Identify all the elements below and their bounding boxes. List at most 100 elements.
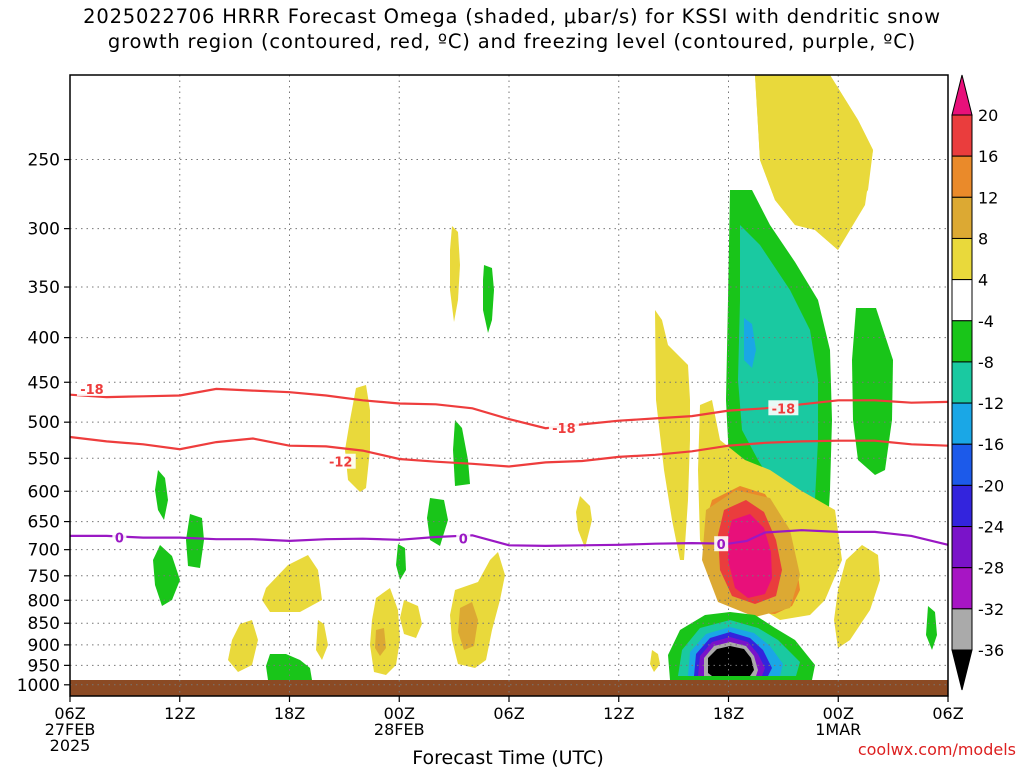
contour-line--12 xyxy=(69,435,949,468)
sinking-patch-4 xyxy=(483,265,494,333)
x-tick-label: 27FEB xyxy=(45,720,96,739)
sinking-patch-right xyxy=(852,308,893,475)
y-tick-label: 600 xyxy=(28,482,60,502)
colorbar-label: -12 xyxy=(978,394,1004,413)
colorbar-label: 4 xyxy=(978,271,988,290)
x-tick-label: 1MAR xyxy=(815,720,861,739)
source-link[interactable]: coolwx.com/models xyxy=(858,740,1016,759)
ascent-patch-6 xyxy=(316,620,328,660)
sinking-patch-8 xyxy=(266,654,312,680)
colorbar-swatch xyxy=(951,361,973,404)
omega-shading xyxy=(70,75,948,696)
x-tick-label: 28FEB xyxy=(374,720,425,739)
x-tick-label: 06Z xyxy=(493,704,524,723)
colorbar-swatch xyxy=(951,567,973,610)
x-tick-label: 12Z xyxy=(603,704,634,723)
colorbar-swatch xyxy=(951,279,973,322)
y-tick-label: 550 xyxy=(28,449,60,469)
contour-label: 0 xyxy=(459,533,468,548)
colorbar-swatch xyxy=(951,320,973,363)
sinking-band-moderate xyxy=(738,225,818,530)
upper-plume-fill xyxy=(755,75,873,250)
x-tick-label: 06Z xyxy=(54,704,85,723)
contour-label: -18 xyxy=(552,422,576,437)
ascent-patch-5 xyxy=(228,620,258,672)
contour-label-bg xyxy=(112,529,127,545)
x-tick-label: 00Z xyxy=(384,704,415,723)
x-axis-label: Forecast Time (UTC) xyxy=(412,747,603,768)
contour-label-bg xyxy=(768,400,799,416)
colorbar-label: -16 xyxy=(978,435,1004,454)
colorbar-swatch xyxy=(951,114,973,157)
ascent-patch-7 xyxy=(370,588,400,675)
ascent-patch-10 xyxy=(650,650,660,672)
colorbar-swatch xyxy=(951,196,973,239)
sinking-patch-2 xyxy=(186,514,204,568)
sinking-patch-7 xyxy=(396,544,406,580)
sinking-patch-6 xyxy=(427,498,448,546)
colorbar-bottom-arrow xyxy=(951,649,973,691)
x-tick-label: 18Z xyxy=(713,704,744,723)
colorbar-swatch xyxy=(951,608,973,651)
chart-title-line-1: 2025022706 HRRR Forecast Omega (shaded, … xyxy=(83,5,941,28)
x-tick-label: 2025 xyxy=(50,736,91,755)
y-tick-label: 400 xyxy=(28,329,60,349)
grid-lines xyxy=(70,75,948,696)
y-tick-label: 900 xyxy=(28,636,60,656)
ascent-core-9 xyxy=(458,602,478,650)
colorbar-swatch xyxy=(951,526,973,569)
colorbar-swatch xyxy=(951,155,973,198)
colorbar-label: -32 xyxy=(978,600,1004,619)
y-tick-label: 800 xyxy=(28,591,60,611)
y-tick-label: 750 xyxy=(28,567,60,587)
y-tick-label: 300 xyxy=(28,220,60,240)
colorbar-label: 20 xyxy=(978,106,998,125)
y-tick-label: 500 xyxy=(28,413,60,433)
strong-subsidence-core xyxy=(708,646,754,676)
contour-label-bg xyxy=(76,380,107,396)
x-tick-label: 18Z xyxy=(274,704,305,723)
colorbar-label: 12 xyxy=(978,188,998,207)
ascent-column-left xyxy=(655,310,690,560)
contour-label-bg xyxy=(714,536,729,552)
x-tick-label: 06Z xyxy=(932,704,963,723)
y-tick-label: 250 xyxy=(28,151,60,171)
contour-label: 0 xyxy=(717,538,726,553)
y-tick-label: 450 xyxy=(28,373,60,393)
colorbar-label: -36 xyxy=(978,641,1004,660)
ascent-patch-9 xyxy=(450,552,505,668)
sinking-patch-1 xyxy=(155,470,168,520)
contour-label: 0 xyxy=(115,532,124,547)
contour-line-0 xyxy=(70,529,949,548)
ascent-patch-right xyxy=(834,545,880,648)
y-tick-label: 350 xyxy=(28,278,60,298)
contour-label-bg xyxy=(456,530,471,546)
colorbar-label: 16 xyxy=(978,147,998,166)
ascent-patch-1 xyxy=(450,226,460,322)
contour-label: -12 xyxy=(329,456,353,471)
axes: 2503003504004505005506006507007508008509… xyxy=(17,74,964,755)
ascent-patch-4 xyxy=(262,555,322,612)
colorbar-swatch xyxy=(951,443,973,486)
ascent-patch-8 xyxy=(400,600,422,638)
sinking-band-strong xyxy=(744,318,756,368)
temperature-contours: -18 -18 -18 -12 0 0 0 xyxy=(69,380,949,553)
colorbar-label: -24 xyxy=(978,518,1004,537)
colorbar: 20 16 12 8 4 -4 -8 -12 -16 -20 -24 -28 -32 -36 xyxy=(951,74,1004,691)
y-tick-label: 950 xyxy=(28,656,60,676)
ground-surface xyxy=(70,680,948,696)
contour-label-bg xyxy=(325,453,356,469)
x-tick-label: 12Z xyxy=(164,704,195,723)
y-tick-label: 650 xyxy=(28,513,60,533)
colorbar-label: -28 xyxy=(978,559,1004,578)
y-tick-label: 850 xyxy=(28,614,60,634)
colorbar-swatch xyxy=(951,484,973,528)
colorbar-swatch xyxy=(951,402,973,445)
contour-line--18 xyxy=(69,387,949,430)
colorbar-label: -4 xyxy=(978,312,994,331)
y-tick-label: 1000 xyxy=(17,676,60,696)
chart-title-line-2: growth region (contoured, red, ºC) and f… xyxy=(107,30,917,53)
sinking-patch-9 xyxy=(926,606,937,650)
ascent-patch-3 xyxy=(576,496,592,548)
colorbar-top-arrow xyxy=(951,74,973,116)
